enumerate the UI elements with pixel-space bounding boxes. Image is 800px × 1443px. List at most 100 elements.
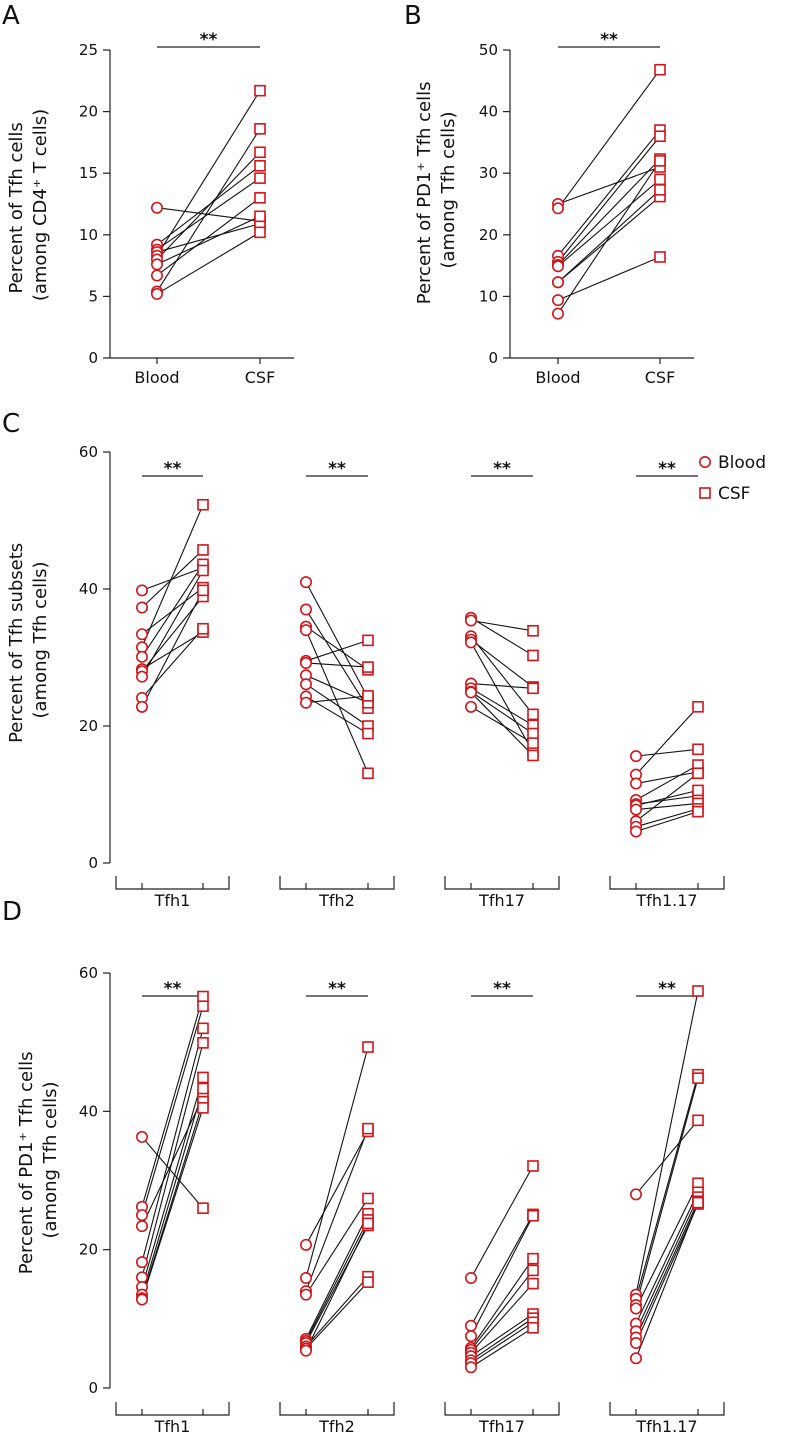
panel-d-group-tfh1-blood-point: [136, 1209, 149, 1222]
panel-a-group-blood-point: [151, 269, 164, 282]
panel-a-ylabel-line2: (among CD4⁺ T cells): [30, 109, 51, 301]
panel-c-ylabel-line1: Percent of Tfh subsets: [6, 543, 27, 743]
panel-c-y-tick-label: 20: [79, 717, 98, 735]
panel-d-group-tfh1: Tfh1 **: [115, 979, 230, 1436]
panel-d-group-tfh1-pair-line: [141, 996, 204, 1207]
panel-b-group-pair-line: [557, 196, 661, 283]
panel-b-y-tick-label: 40: [479, 103, 498, 121]
panel-d-group-tfh2-blood-point: [299, 1288, 312, 1301]
panel-d-group-tfh117: Tfh1.17 **: [609, 979, 725, 1436]
panel-c-group-tfh2-blood-point: [299, 678, 312, 691]
panel-d-group-tfh17-csf-point: [527, 1277, 539, 1290]
panel-a-group-pair-line: [156, 177, 261, 251]
panel-d-group-tfh117-csf-point: [692, 1114, 704, 1127]
panel-c-group-tfh2-blood-point: [299, 656, 312, 669]
panel-d-group-tfh117-pair-line: [635, 1196, 699, 1332]
panel-d-group-tfh17-blood-point: [464, 1361, 477, 1374]
panel-a-group-csf-point: [254, 160, 266, 172]
panel-d-y-tick-label: 40: [79, 1102, 98, 1120]
panel-a-category-label: Blood: [134, 368, 179, 387]
panel-d-group-tfh117-pair-line: [635, 1074, 699, 1299]
panel-c-group-tfh17-pair-line: [470, 635, 534, 715]
panel-c-ylabel: Percent of Tfh subsets (among Tfh cells): [6, 537, 51, 743]
panel-a-group-blood-point: [151, 201, 164, 214]
panel-c-group-tfh1-csf-point: [197, 498, 209, 511]
panel-c-group-tfh2-pair-line: [305, 639, 369, 662]
panel-a-group-csf-point: [254, 84, 266, 97]
panel-d-group-tfh117-pair-line: [635, 1202, 699, 1359]
panel-d-group-tfh117-blood-point: [629, 1302, 642, 1315]
panel-d-group-tfh17-pair-line: [470, 1327, 534, 1368]
panel-d-group-tfh1-csf-point: [197, 1000, 209, 1013]
panel-c-group-tfh1-blood-point: [136, 601, 149, 614]
panel-a-group-pair-line: [156, 90, 261, 257]
panel-d-y-tick-label: 60: [79, 964, 98, 982]
panel-d-group-tfh1-pair-line: [141, 1006, 204, 1216]
panel-a-plot: 0 5 10 15 20 25 Blood CSF **: [79, 30, 294, 387]
panel-c-group-tfh2-blood-point: [299, 696, 312, 709]
panel-d-group-tfh1-blood-point: [136, 1293, 149, 1306]
panel-a-group-csf-point: [254, 146, 266, 159]
panel-d-group-tfh1-blood-point: [136, 1130, 149, 1143]
panel-c-group-tfh17-csf-point: [527, 727, 539, 740]
legend-csf-label: CSF: [718, 484, 750, 504]
panel-c-group-tfh17-pair-line: [470, 682, 534, 689]
panel-c-group-tfh117-csf-point: [692, 743, 704, 756]
panel-d-group-tfh1-sig-label: **: [164, 979, 182, 999]
panel-b-group-pair-line: [557, 158, 661, 266]
panel-d-ylabel-line2: (among Tfh cells): [40, 1082, 61, 1239]
panel-letter-b: B: [404, 1, 422, 31]
panel-b-ylabel-line1: Percent of PD1⁺ Tfh cells: [414, 82, 435, 305]
panel-d-group-tfh117-bracket: [609, 1402, 725, 1416]
panel-c-group-tfh2-pair-line: [305, 695, 369, 704]
panel-c-group-tfh2-blood-point: [299, 603, 312, 616]
panel-c-group-tfh2-blood-point: [299, 624, 312, 637]
panel-b-y-tick-label: 0: [488, 349, 498, 367]
panel-c-group-tfh17-pair-line: [470, 706, 534, 744]
panel-c-group-tfh17-blood-point: [464, 686, 477, 699]
panel-d-group-tfh1-pair-line: [141, 1028, 204, 1263]
legend-blood-label: Blood: [718, 453, 766, 473]
panel-d-group-tfh2-pair-line: [305, 1046, 369, 1279]
panel-c-group-tfh2-csf-point: [362, 661, 374, 673]
panel-c-group-tfh2-pair-line: [305, 683, 369, 727]
panel-letter-a: A: [2, 1, 20, 31]
panel-a-group-pair-line: [156, 231, 261, 295]
panel-d-group-tfh117-csf-point: [692, 1196, 704, 1209]
panel-d-group-tfh17-blood-point: [464, 1319, 477, 1332]
panel-d-y-tick-label: 0: [88, 1379, 98, 1397]
legend-csf-marker: [699, 487, 711, 499]
panel-d-group-tfh2-blood-point: [299, 1238, 312, 1251]
panel-c-group-tfh1-pair-line: [141, 590, 204, 708]
panel-d-group-tfh17-pair-line: [470, 1215, 534, 1337]
panel-b-group-blood-point: [551, 202, 564, 215]
panel-c-group-tfh2-csf-point: [362, 690, 374, 702]
panel-d-group-tfh17: Tfh17 **: [444, 979, 560, 1436]
panel-c-group-tfh117-pair-line: [635, 706, 699, 776]
panel-c-group-tfh17-pair-line: [470, 639, 534, 688]
panel-c-group-tfh17-blood-point: [464, 614, 477, 627]
panel-c-group-tfh1-csf-point: [197, 564, 209, 577]
panel-b-group-blood-point: [551, 294, 564, 307]
panel-c-group-tfh1-pair-line: [141, 549, 204, 608]
panel-b-plot: 0 10 20 30 40 50 Blood CSF **: [479, 30, 694, 387]
panel-c-group-tfh17-csf-point: [527, 737, 539, 749]
panel-b-ylabel-line2: (among Tfh cells): [438, 112, 459, 269]
panel-a-group-csf-point: [254, 172, 266, 184]
panel-d-group-tfh2-label: Tfh2: [318, 1417, 355, 1436]
panel-d-group-tfh1-blood-point: [136, 1256, 149, 1269]
panel-c-group-tfh117-csf-point: [692, 701, 704, 713]
panel-d-group-tfh1-csf-point: [197, 1082, 209, 1095]
panel-letter-d: D: [2, 897, 22, 927]
panel-a-group-pair-line: [156, 197, 261, 276]
panel-a-group-sig-label: **: [200, 30, 218, 50]
panel-c-group-tfh1-blood-point: [136, 628, 149, 641]
panel-c-group-tfh17-pair-line: [470, 617, 534, 656]
plot-layer: 0 5 10 15 20 25 Blood CSF ** 0 10 20 30 40 50 Blood CSF *…: [79, 30, 725, 1436]
panel-d-group-tfh17-csf-point: [527, 1322, 539, 1334]
panel-b-y-tick-label: 10: [479, 287, 498, 305]
panel-c-group-tfh17-blood-point: [464, 636, 477, 649]
panel-c-group-tfh17-csf-point: [527, 624, 539, 637]
panel-d-group-tfh117-pair-line: [635, 1183, 699, 1309]
panel-d-group-tfh117-sig-label: **: [658, 979, 676, 999]
